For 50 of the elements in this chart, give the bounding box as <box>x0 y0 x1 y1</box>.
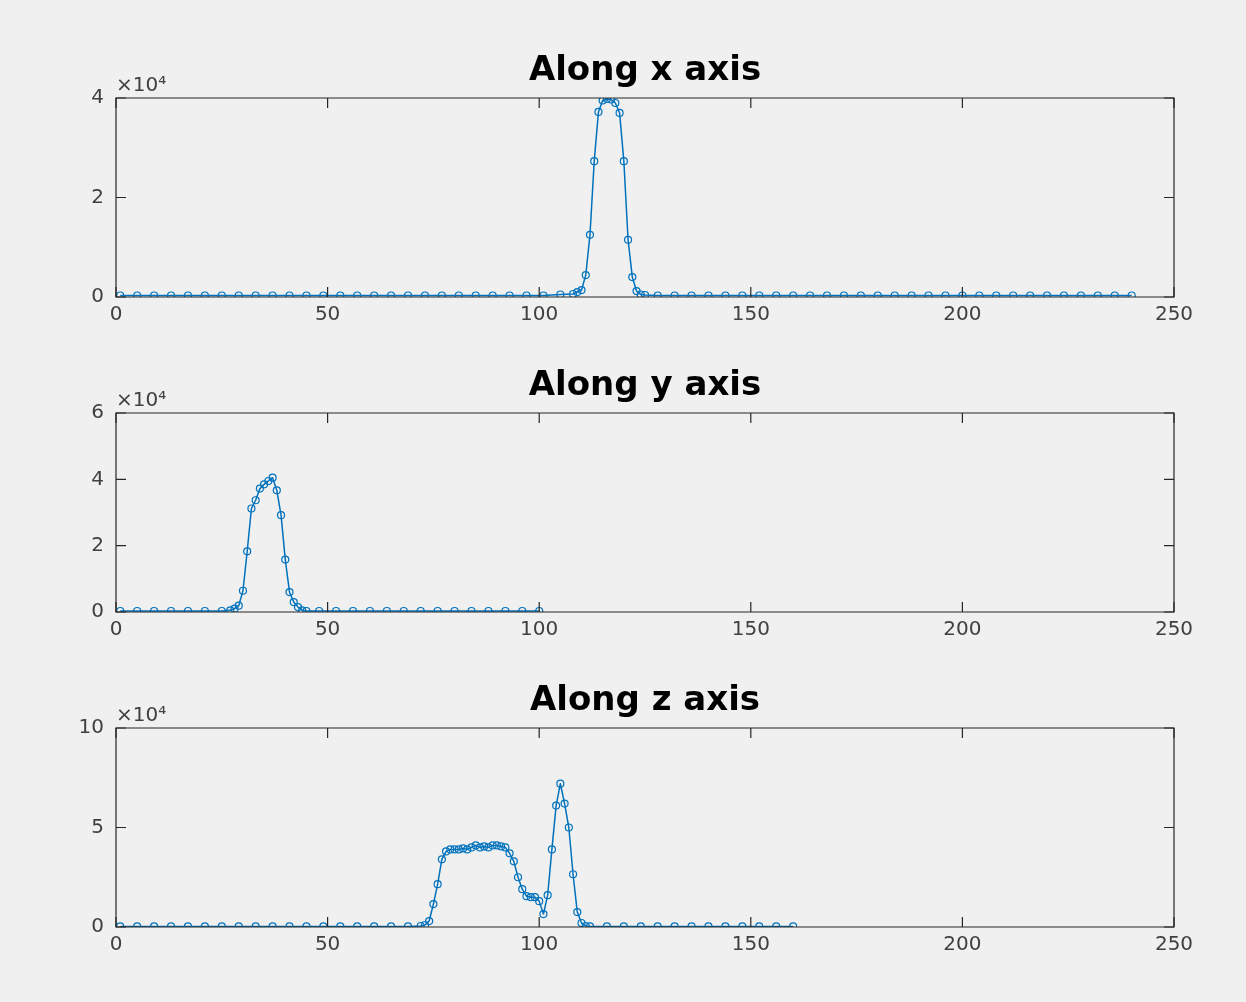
x-tick-label: 150 <box>731 301 770 326</box>
point <box>251 496 260 505</box>
x-tick-label: 200 <box>943 301 982 326</box>
text: ×10⁴ <box>116 72 167 97</box>
x-tick-label: 250 <box>1154 931 1194 956</box>
y-tick-label: 0 <box>91 913 104 938</box>
y-tick-label: 6 <box>91 399 104 424</box>
x-tick-label: 0 <box>109 616 123 641</box>
x-tick-label: 0 <box>109 931 123 956</box>
x-tick-label: 250 <box>1154 616 1194 641</box>
point <box>255 484 264 493</box>
chart-title: Along x axis <box>528 47 762 88</box>
y-tick-label: 10 <box>78 714 104 739</box>
chart-title: Along y axis <box>528 362 762 403</box>
point <box>272 486 281 495</box>
y-tick-label: 2 <box>91 183 104 208</box>
x-tick-label: 50 <box>314 301 341 326</box>
text: ×10⁴ <box>116 702 167 727</box>
point <box>276 511 286 520</box>
point <box>293 602 303 612</box>
x-tick-label: 0 <box>109 301 123 326</box>
y-tick-label: 4 <box>91 465 104 490</box>
y-tick-label: 4 <box>91 84 104 109</box>
x-tick-label: 200 <box>943 616 982 641</box>
point <box>285 588 294 597</box>
x-tick-label: 100 <box>520 301 559 326</box>
point <box>234 601 243 610</box>
x-tick-label: 100 <box>520 931 559 956</box>
point <box>289 597 298 607</box>
x-tick-label: 150 <box>731 616 770 641</box>
point <box>260 480 269 489</box>
point <box>238 586 248 595</box>
point <box>247 504 256 513</box>
x-tick-label: 50 <box>314 931 341 956</box>
y-tick-label: 0 <box>91 598 104 623</box>
x-tick-label: 150 <box>731 931 770 956</box>
y-tick-label: 0 <box>91 283 104 308</box>
y-tick-label: 5 <box>91 813 104 838</box>
point <box>268 473 277 482</box>
x-tick-label: 50 <box>314 616 341 641</box>
point <box>230 604 239 612</box>
text: ×10⁴ <box>116 387 167 412</box>
point <box>264 476 273 486</box>
y-tick-label: 2 <box>91 531 104 556</box>
point <box>281 555 290 564</box>
x-tick-label: 200 <box>943 931 982 956</box>
x-tick-label: 100 <box>520 616 559 641</box>
chart-title: Along z axis <box>529 677 761 718</box>
x-tick-label: 250 <box>1154 301 1194 326</box>
point <box>243 547 252 556</box>
